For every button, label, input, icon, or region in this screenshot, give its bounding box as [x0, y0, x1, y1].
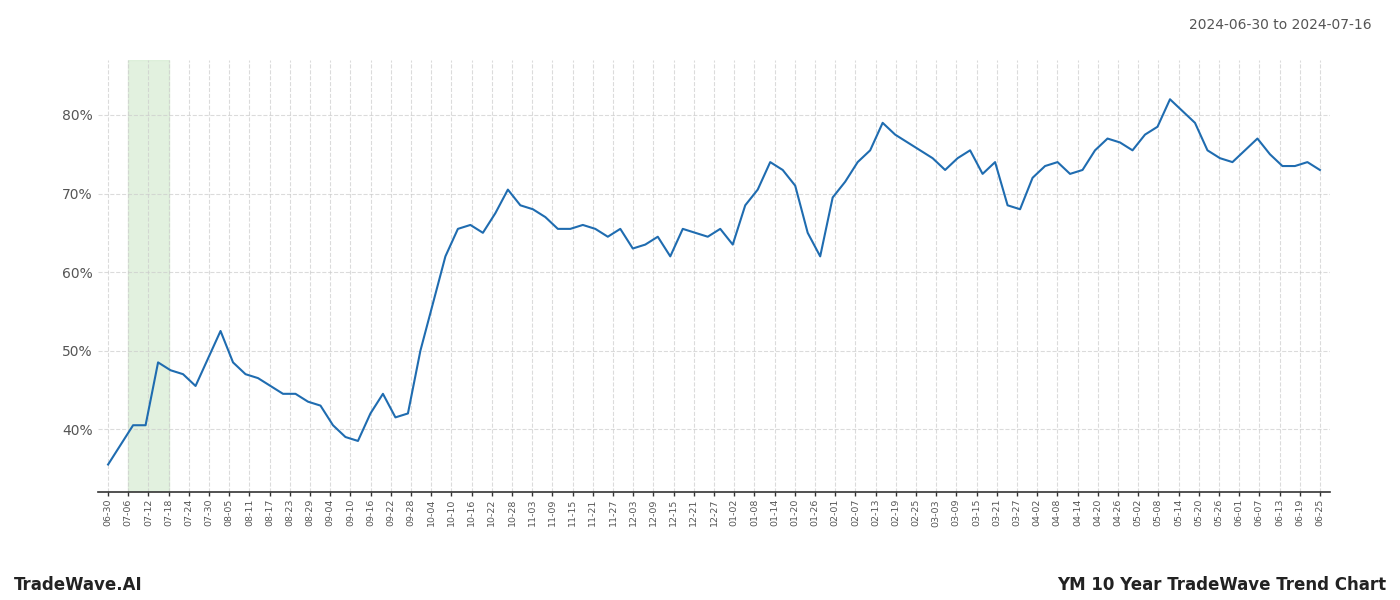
- Text: YM 10 Year TradeWave Trend Chart: YM 10 Year TradeWave Trend Chart: [1057, 576, 1386, 594]
- Bar: [129, 60, 168, 492]
- Text: TradeWave.AI: TradeWave.AI: [14, 576, 143, 594]
- Text: 2024-06-30 to 2024-07-16: 2024-06-30 to 2024-07-16: [1190, 18, 1372, 32]
